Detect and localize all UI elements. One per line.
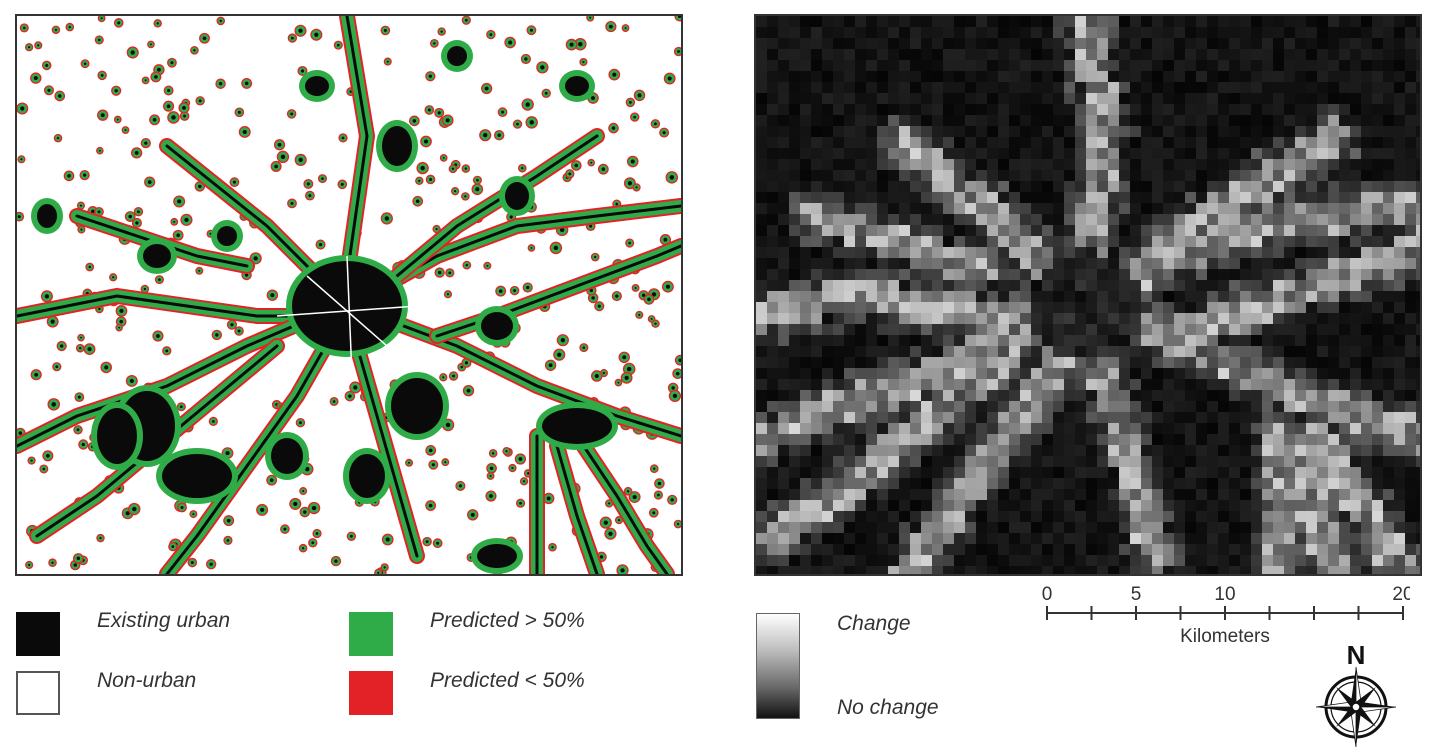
existing-urban-label: Existing urban: [97, 609, 231, 632]
change-gradient-ramp: [756, 613, 800, 719]
scale-tick-label-20: 20: [1392, 584, 1410, 605]
predicted-low-label: Predicted < 50%: [430, 669, 585, 692]
change-intensity-map: [754, 14, 1422, 576]
change-raster-cells: [756, 16, 1420, 574]
scale-unit-label: Kilometers: [1180, 626, 1270, 647]
urban-prediction-map: [15, 14, 683, 576]
scale-tick-label-10: 10: [1214, 584, 1235, 605]
no-change-label: No change: [837, 696, 939, 719]
scale-tick-label-0: 0: [1042, 584, 1053, 605]
north-label: N: [1347, 640, 1366, 670]
scale-bar: 0 5 10 20 Kilometers: [1042, 584, 1410, 647]
urban-features: [17, 16, 681, 574]
predicted-high-label: Predicted > 50%: [430, 609, 585, 632]
scale-tick-label-5: 5: [1131, 584, 1142, 605]
predicted-high-swatch: [349, 612, 393, 656]
change-label: Change: [837, 612, 911, 635]
compass-rose-icon: N: [1315, 640, 1397, 748]
non-urban-label: Non-urban: [97, 669, 197, 692]
existing-urban-swatch: [16, 612, 60, 656]
non-urban-swatch: [16, 671, 60, 715]
urban-prediction-map-canvas: [17, 16, 681, 574]
predicted-low-swatch: [349, 671, 393, 715]
change-intensity-map-canvas: [756, 16, 1420, 574]
